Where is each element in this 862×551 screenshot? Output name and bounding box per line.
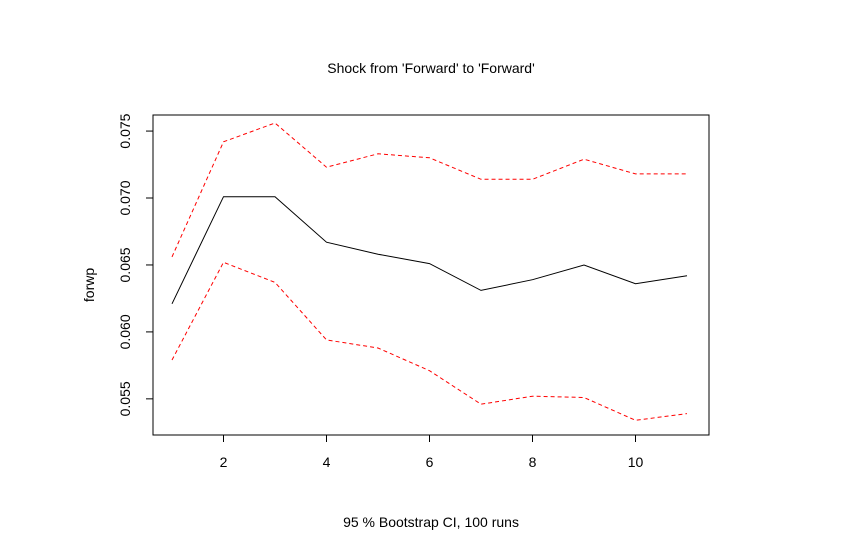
chart-title: Shock from 'Forward' to 'Forward': [327, 60, 535, 76]
series-line-lower: [171, 261, 688, 421]
y-tick-label: 0.070: [117, 180, 133, 215]
y-tick-label: 0.055: [117, 381, 133, 416]
x-tick-label: 2: [220, 454, 228, 470]
series-line-estimate: [171, 196, 688, 305]
y-axis-label: forwp: [81, 268, 97, 302]
x-tick-label: 8: [529, 454, 537, 470]
plot-area: 2 4 6 8 10 0.055 0.060 0.065 0.070 0.075: [117, 113, 710, 470]
x-tick-label: 4: [323, 454, 331, 470]
x-axis-label: 95 % Bootstrap CI, 100 runs: [343, 514, 519, 530]
y-tick-label: 0.060: [117, 314, 133, 349]
y-tick-label: 0.065: [117, 247, 133, 282]
plot-frame: [152, 114, 710, 436]
series-line-upper: [171, 122, 687, 258]
x-tick-label: 10: [628, 454, 644, 470]
x-tick-label: 6: [426, 454, 434, 470]
y-tick-label: 0.075: [117, 113, 133, 148]
